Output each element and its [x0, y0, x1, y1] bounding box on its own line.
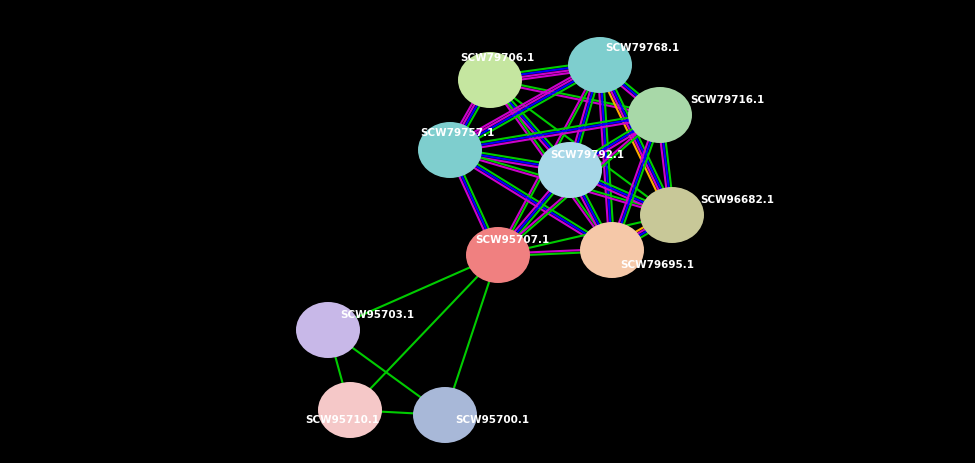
Ellipse shape — [413, 387, 477, 443]
Ellipse shape — [466, 227, 530, 283]
Ellipse shape — [458, 52, 522, 108]
Text: SCW95710.1: SCW95710.1 — [305, 415, 379, 425]
Ellipse shape — [568, 37, 632, 93]
Ellipse shape — [318, 382, 382, 438]
Text: SCW79706.1: SCW79706.1 — [460, 53, 534, 63]
Ellipse shape — [296, 302, 360, 358]
Text: SCW95700.1: SCW95700.1 — [455, 415, 529, 425]
Ellipse shape — [628, 87, 692, 143]
Ellipse shape — [418, 122, 482, 178]
Text: SCW96682.1: SCW96682.1 — [700, 195, 774, 205]
Text: SCW79792.1: SCW79792.1 — [550, 150, 624, 160]
Text: SCW79716.1: SCW79716.1 — [690, 95, 764, 105]
Text: SCW79695.1: SCW79695.1 — [620, 260, 694, 270]
Text: SCW79768.1: SCW79768.1 — [605, 43, 680, 53]
Text: SCW95703.1: SCW95703.1 — [340, 310, 414, 320]
Text: SCW79757.1: SCW79757.1 — [420, 128, 494, 138]
Ellipse shape — [538, 142, 602, 198]
Ellipse shape — [580, 222, 644, 278]
Text: SCW95707.1: SCW95707.1 — [475, 235, 549, 245]
Ellipse shape — [640, 187, 704, 243]
